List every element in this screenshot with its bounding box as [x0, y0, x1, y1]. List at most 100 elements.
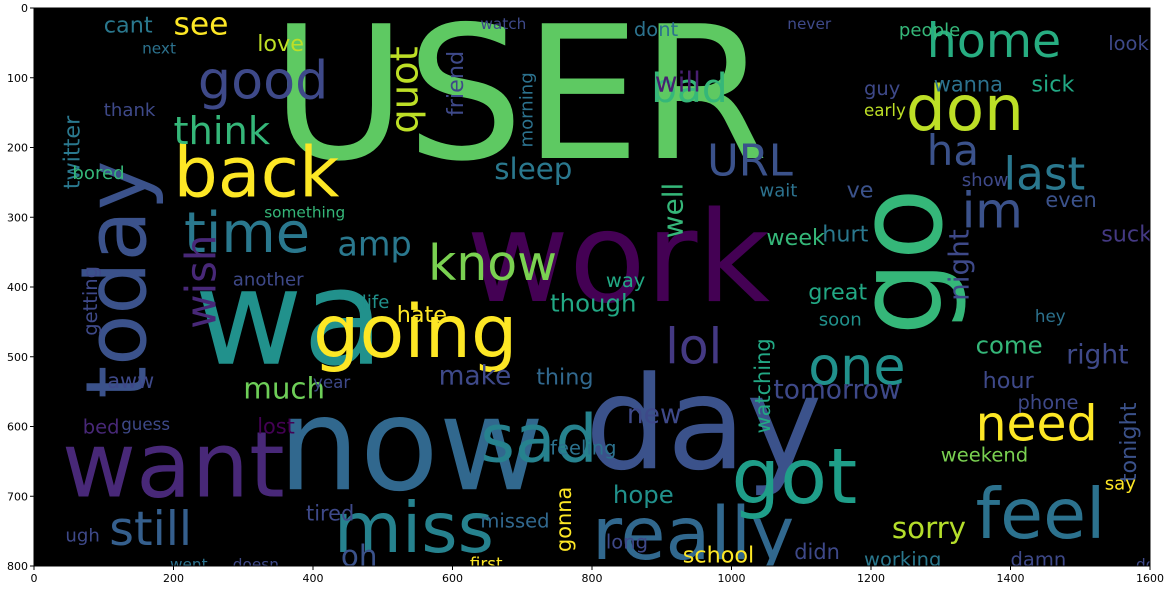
- word-working: working: [864, 548, 941, 571]
- word-watching: watching: [751, 338, 775, 433]
- word-time: time: [184, 201, 310, 266]
- word-home: home: [927, 14, 1061, 69]
- y-tick-label: 800: [7, 560, 28, 573]
- x-tick-label: 1400: [997, 572, 1025, 585]
- word-doesn: doesn: [233, 556, 279, 574]
- word-think: think: [174, 109, 271, 154]
- word-ha: ha: [927, 126, 979, 175]
- word-long: long: [606, 531, 648, 554]
- x-tick-label: 600: [442, 572, 463, 585]
- word-go: go: [831, 188, 969, 336]
- word-wait: wait: [759, 180, 797, 201]
- word-wa: wa: [194, 242, 384, 396]
- word-morning: morning: [517, 72, 538, 147]
- word-getting: getting: [79, 266, 102, 336]
- word-thank: thank: [104, 100, 156, 121]
- word-really: really: [592, 492, 794, 577]
- y-tick-label: 700: [7, 490, 28, 503]
- word-way: way: [606, 269, 645, 292]
- word-im: im: [962, 183, 1023, 240]
- word-hurt: hurt: [822, 222, 868, 248]
- word-week: week: [766, 225, 825, 251]
- word-oh: oh: [341, 539, 378, 573]
- word-sad: sad: [480, 399, 597, 477]
- word-tired: tired: [306, 502, 354, 526]
- y-tick-label: 300: [7, 211, 28, 224]
- word-went: went: [170, 556, 208, 574]
- word-today: today: [68, 161, 166, 399]
- x-tick-label: 400: [303, 572, 324, 585]
- word-ve: ve: [847, 178, 874, 204]
- word-well: well: [657, 183, 690, 238]
- word-tomorrow: tomorrow: [773, 375, 900, 406]
- word-work: work: [466, 185, 770, 331]
- word-feel: feel: [976, 474, 1106, 555]
- word-hey: hey: [1035, 306, 1066, 326]
- word-hour: hour: [983, 368, 1035, 394]
- y-axis: 0 100 200 300 400 500 600 700 800: [7, 2, 34, 573]
- word-people: people: [899, 20, 960, 41]
- word-know: know: [428, 235, 557, 292]
- x-tick-label: 200: [163, 572, 184, 585]
- word-good: good: [198, 51, 328, 112]
- word-back: back: [174, 132, 340, 213]
- word-missed: missed: [480, 510, 549, 533]
- word-url: URL: [707, 136, 793, 186]
- word-great: great: [808, 280, 867, 306]
- x-tick-label: 0: [31, 572, 38, 585]
- word-night: night: [943, 229, 976, 301]
- word-now: now: [278, 370, 544, 520]
- word-thing: thing: [536, 365, 593, 391]
- word-want: want: [62, 413, 285, 518]
- word-school: school: [683, 543, 755, 569]
- word-going: going: [313, 290, 517, 375]
- word-phone: phone: [1018, 391, 1079, 414]
- word-look: look: [1108, 32, 1149, 55]
- word-done: done: [1136, 556, 1169, 574]
- word-come: come: [976, 330, 1043, 359]
- word-bed: bed: [83, 416, 120, 439]
- word-still: still: [109, 502, 192, 557]
- y-tick-label: 100: [7, 72, 28, 85]
- word-first: first: [470, 554, 503, 574]
- word-year: year: [313, 372, 350, 392]
- y-tick-label: 0: [21, 2, 28, 15]
- word-twitter: twitter: [59, 115, 85, 189]
- word-something: something: [264, 203, 345, 221]
- word-soon: soon: [819, 309, 862, 330]
- word-guess: guess: [121, 414, 170, 434]
- x-axis: 0 200 400 600 800 1000 1200 1400 1600: [31, 566, 1164, 585]
- word-cant: cant: [104, 12, 153, 38]
- x-tick-label: 800: [582, 572, 603, 585]
- x-tick-label: 1600: [1136, 572, 1164, 585]
- word-early: early: [864, 100, 906, 120]
- word-another: another: [233, 270, 304, 291]
- word-hope: hope: [613, 480, 674, 509]
- y-tick-label: 600: [7, 421, 28, 434]
- word-watch: watch: [480, 15, 526, 33]
- x-tick-label: 1200: [857, 572, 885, 585]
- word-sleep: sleep: [494, 152, 572, 186]
- word-will: will: [655, 66, 701, 99]
- y-tick-label: 200: [7, 142, 28, 155]
- word-aww: aww: [107, 369, 154, 393]
- word-ugh: ugh: [65, 526, 99, 547]
- word-gonna: gonna: [552, 487, 576, 552]
- word-show: show: [962, 170, 1009, 191]
- word-much: much: [243, 372, 325, 406]
- x-tick-label: 1000: [718, 572, 746, 585]
- word-miss: miss: [334, 488, 494, 569]
- word-need: need: [976, 395, 1098, 452]
- word-love: love: [257, 31, 304, 57]
- word-last: last: [1004, 147, 1086, 200]
- word-day: day: [585, 349, 822, 499]
- y-tick-label: 500: [7, 351, 28, 364]
- word-bad: bad: [651, 64, 727, 112]
- word-next: next: [142, 39, 176, 57]
- word-right: right: [1066, 340, 1128, 371]
- word-feeling: feeling: [550, 436, 616, 459]
- word-got: got: [732, 433, 858, 522]
- word-lol: lol: [665, 319, 722, 376]
